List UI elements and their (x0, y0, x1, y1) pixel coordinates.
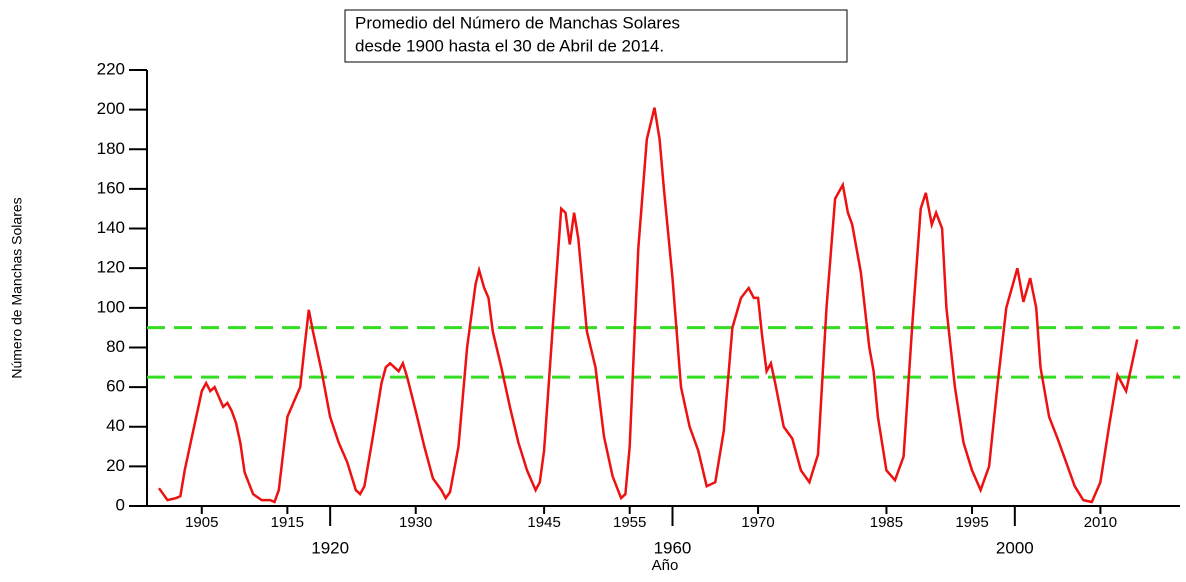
y-axis-label: Número de Manchas Solares (9, 197, 25, 378)
y-tick-label: 120 (97, 258, 125, 277)
y-tick-label: 200 (97, 99, 125, 118)
x-tick-label: 1945 (527, 514, 560, 531)
chart-title: Promedio del Número de Manchas Solares (355, 13, 680, 32)
data-line (157, 107, 1139, 504)
x-tick-label: 1930 (399, 514, 432, 531)
x-tick-label: 1995 (955, 514, 988, 531)
x-tick-label: 1905 (185, 514, 218, 531)
x-tick-label: 2010 (1084, 514, 1117, 531)
x-tick-label-major: 2000 (996, 538, 1034, 557)
x-tick-label-major: 1920 (311, 538, 349, 557)
y-tick-label: 140 (97, 218, 125, 237)
x-tick-label: 1970 (741, 514, 774, 531)
x-tick-label: 1915 (271, 514, 304, 531)
y-tick-label: 60 (106, 377, 125, 396)
y-tick-label: 20 (106, 456, 125, 475)
x-tick-label: 1955 (613, 514, 646, 531)
y-tick-label: 40 (106, 416, 125, 435)
y-tick-label: 160 (97, 178, 125, 197)
x-axis-label: Año (652, 557, 679, 574)
y-tick-label: 220 (97, 59, 125, 78)
y-tick-label: 100 (97, 297, 125, 316)
y-tick-label: 80 (106, 337, 125, 356)
title-box (344, 9, 848, 63)
x-tick-label: 1985 (870, 514, 903, 531)
x-tick-label-major: 1960 (654, 538, 692, 557)
y-tick-label: 0 (116, 495, 125, 514)
chart-title: desde 1900 hasta el 30 de Abril de 2014. (355, 36, 664, 55)
y-tick-label: 180 (97, 139, 125, 158)
